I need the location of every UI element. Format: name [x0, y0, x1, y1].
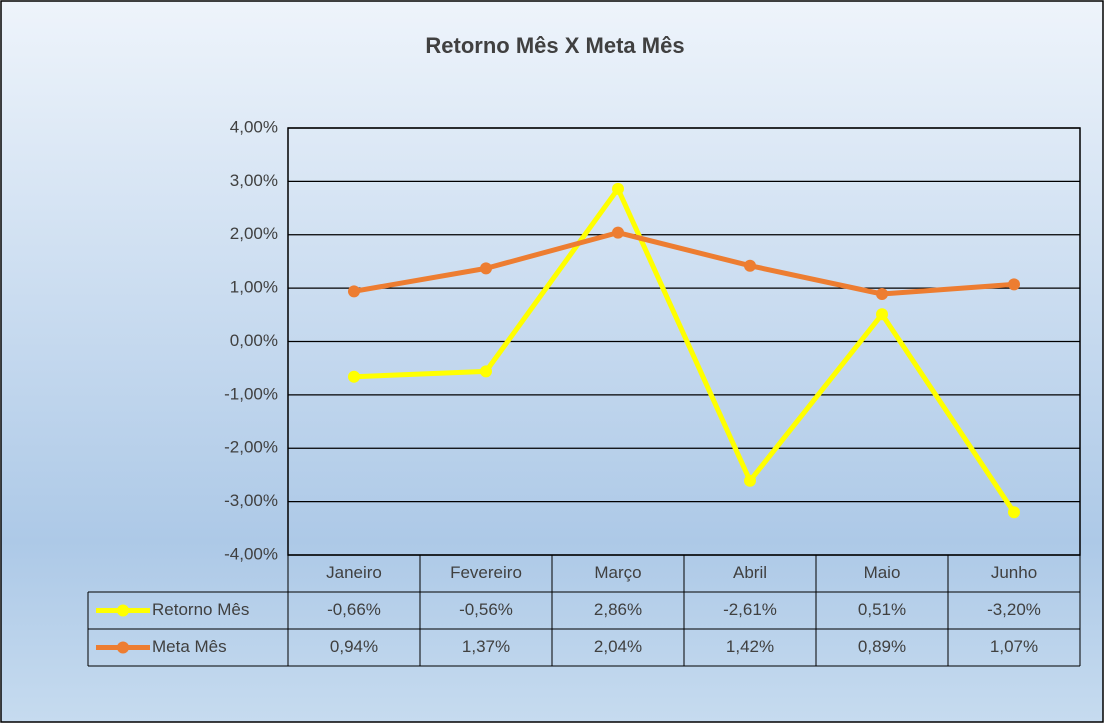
- x-tick-label: Janeiro: [326, 563, 382, 582]
- data-table-value: 0,89%: [858, 637, 906, 656]
- marker: [876, 287, 888, 300]
- legend-label: Retorno Mês: [152, 600, 249, 619]
- data-table-value: 0,94%: [330, 637, 378, 656]
- x-tick-label: Fevereiro: [450, 563, 522, 582]
- line: [353, 230, 1015, 297]
- y-tick-label: 1,00%: [230, 278, 278, 297]
- data-table-value: -3,20%: [987, 600, 1041, 619]
- marker: [612, 226, 624, 239]
- data-table-value: 1,37%: [462, 637, 510, 656]
- marker: [1008, 278, 1020, 291]
- marker: [1008, 506, 1020, 519]
- y-tick-label: 0,00%: [230, 331, 278, 350]
- marker: [612, 182, 624, 195]
- chart-title: Retorno Mês X Meta Mês: [425, 33, 684, 58]
- data-table-value: 2,04%: [594, 637, 642, 656]
- data-table-value: 0,51%: [858, 600, 906, 619]
- marker: [876, 308, 888, 321]
- y-tick-label: -3,00%: [224, 491, 278, 510]
- legend-key-marker: [117, 641, 129, 654]
- x-tick-label: Março: [594, 563, 641, 582]
- marker: [480, 262, 492, 275]
- x-tick-label: Junho: [991, 563, 1037, 582]
- marker: [348, 285, 360, 298]
- marker: [744, 474, 756, 487]
- data-table-value: -0,66%: [327, 600, 381, 619]
- marker: [348, 370, 360, 383]
- y-tick-label: 4,00%: [230, 117, 278, 136]
- y-tick-label: -2,00%: [224, 438, 278, 457]
- marker: [480, 365, 492, 378]
- line: [353, 186, 1017, 514]
- x-tick-label: Maio: [864, 563, 901, 582]
- y-tick-label: 3,00%: [230, 171, 278, 190]
- data-table-value: 2,86%: [594, 600, 642, 619]
- legend-label: Meta Mês: [152, 637, 227, 656]
- y-tick-label: -1,00%: [224, 384, 278, 403]
- data-table-value: 1,07%: [990, 637, 1038, 656]
- legend-key-marker: [117, 604, 129, 617]
- marker: [744, 259, 756, 272]
- y-tick-label: -4,00%: [224, 544, 278, 563]
- x-tick-label: Abril: [733, 563, 767, 582]
- data-table-value: -0,56%: [459, 600, 513, 619]
- data-table-value: 1,42%: [726, 637, 774, 656]
- data-table-value: -2,61%: [723, 600, 777, 619]
- y-tick-label: 2,00%: [230, 224, 278, 243]
